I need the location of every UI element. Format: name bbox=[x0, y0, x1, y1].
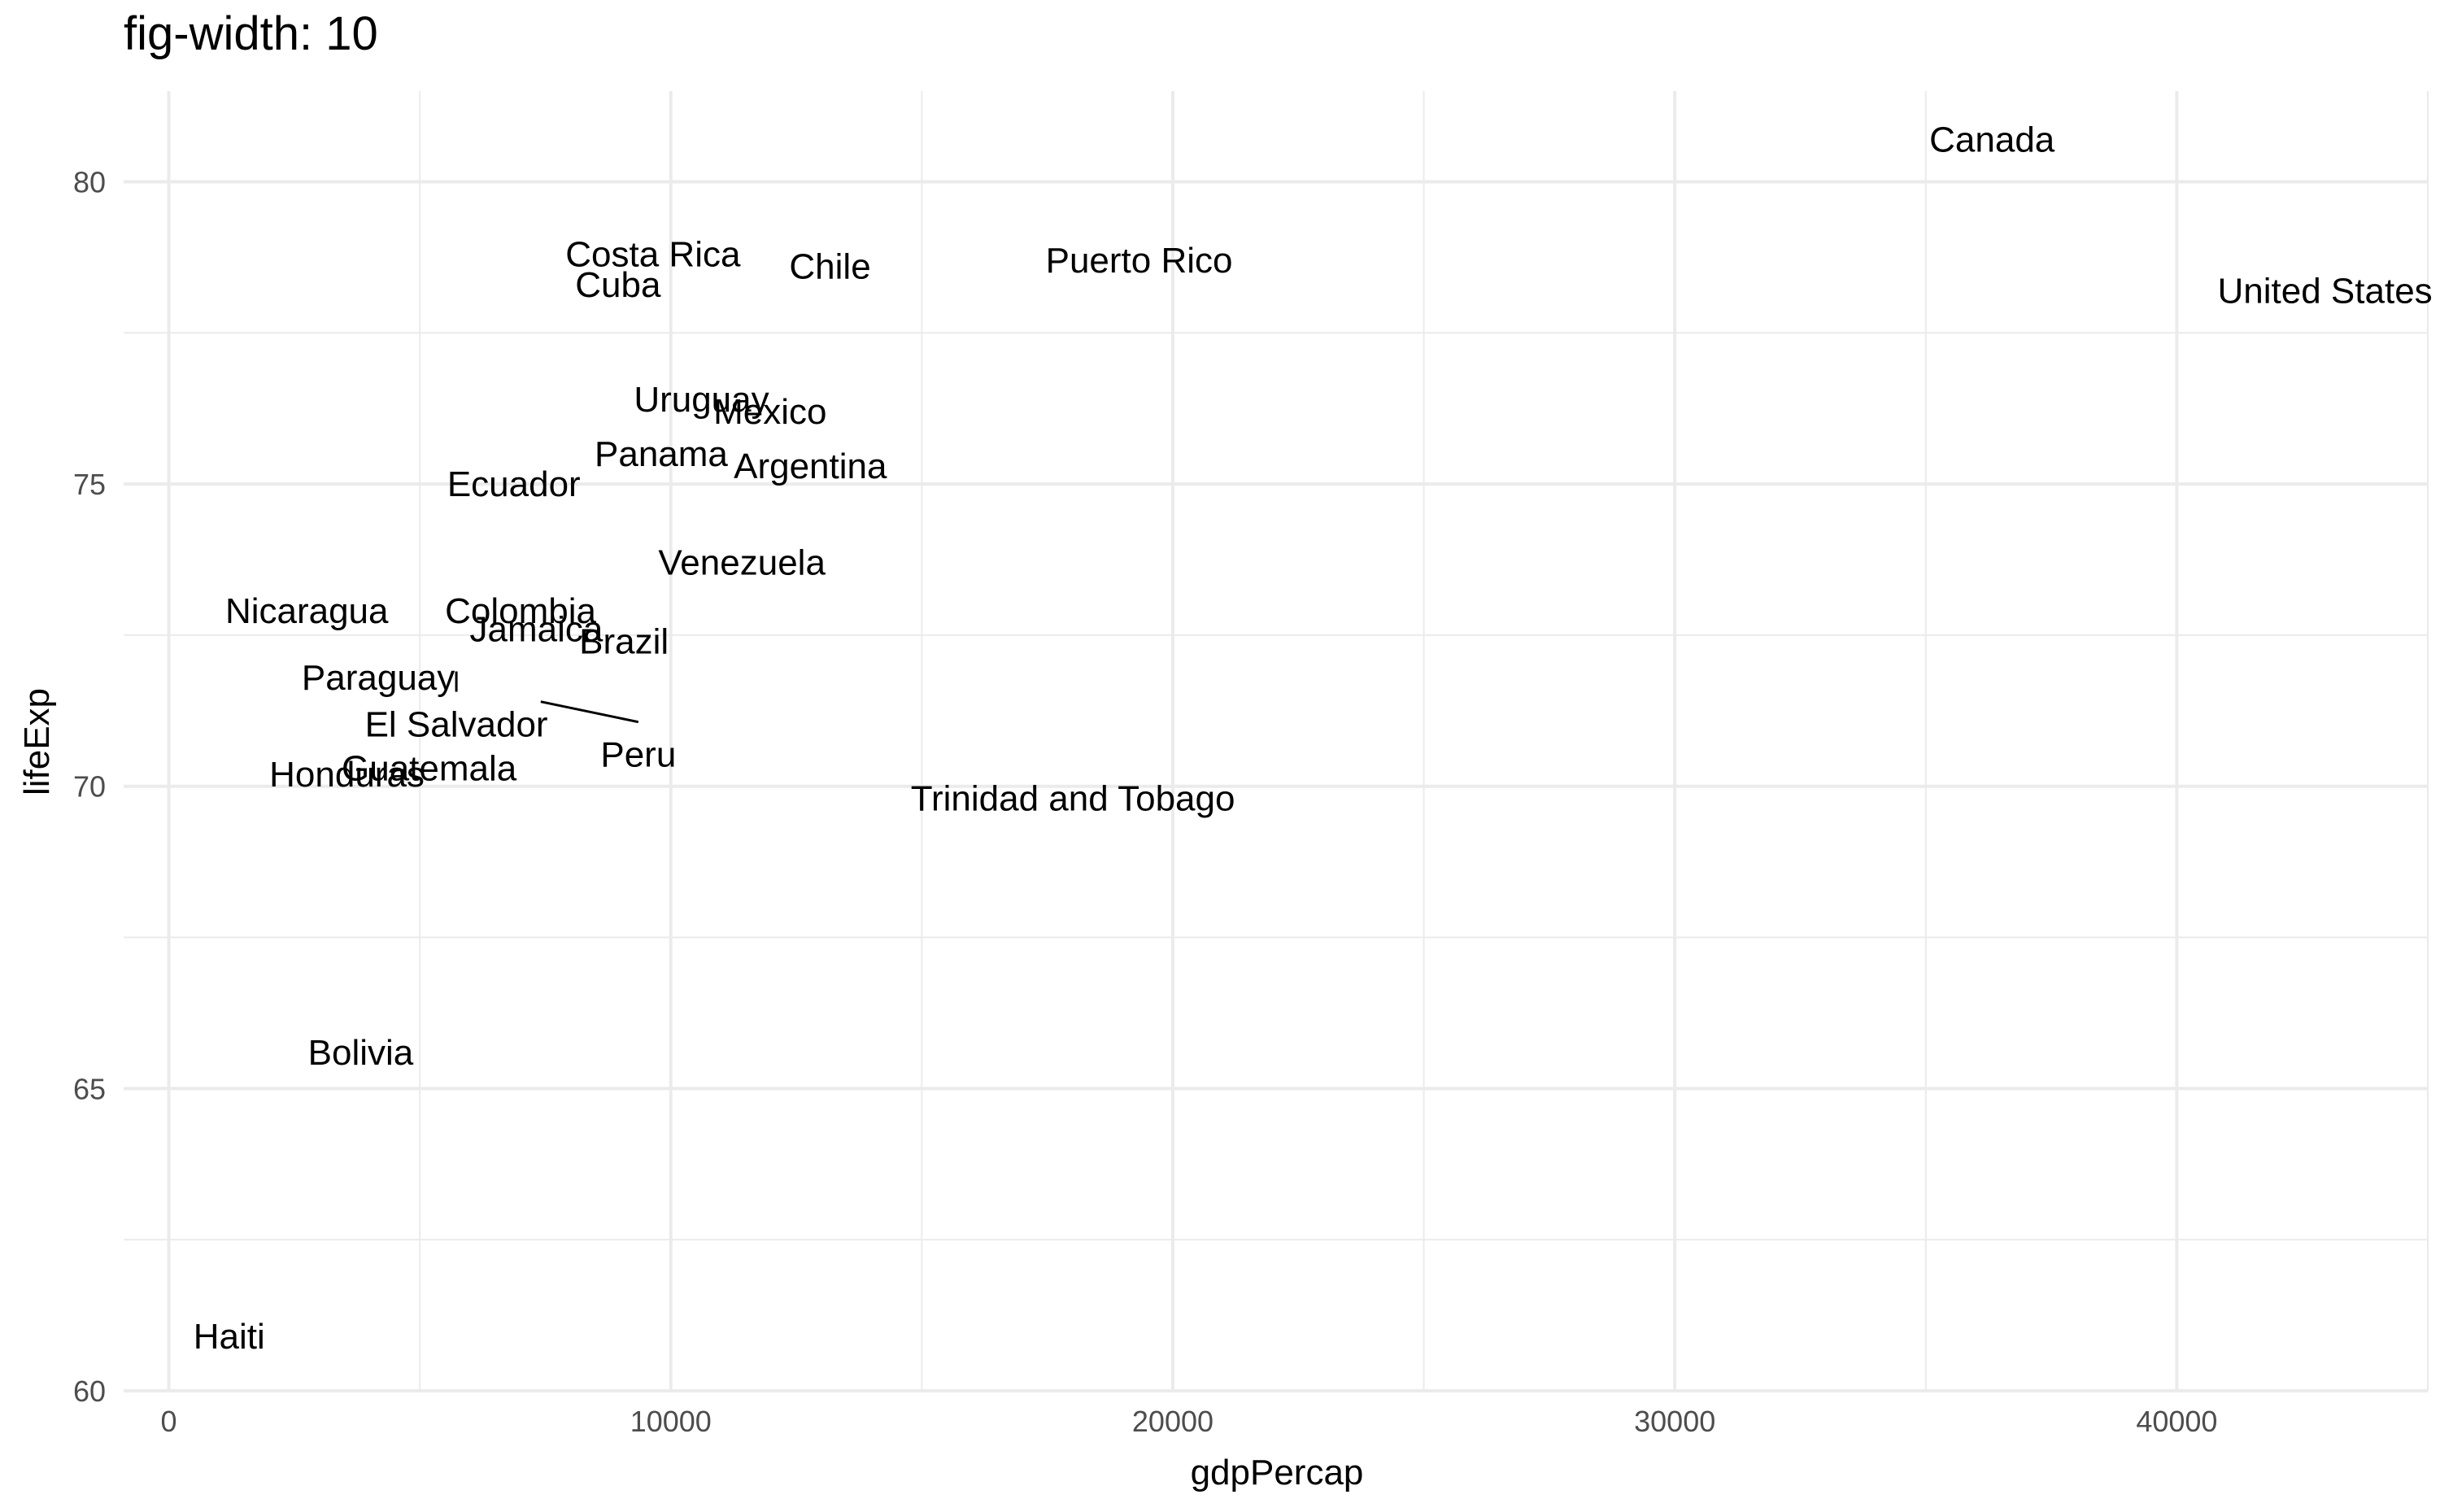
y-axis-title: lifeExp bbox=[17, 688, 57, 795]
point-label: Cuba bbox=[575, 265, 661, 305]
point-label: Guatemala bbox=[342, 748, 517, 788]
axis-ticks: 0 10000 20000 30000 40000 60 65 70 75 80 bbox=[73, 165, 2217, 1438]
x-tick-label: 40000 bbox=[2136, 1405, 2217, 1438]
point-label: Panama bbox=[595, 434, 728, 474]
point-label: Venezuela bbox=[658, 543, 826, 583]
point-label: Mexico bbox=[713, 392, 826, 432]
y-tick-label: 65 bbox=[73, 1072, 106, 1105]
grid bbox=[124, 91, 2429, 1392]
point-label: Chile bbox=[789, 247, 870, 287]
point-label: Haiti bbox=[194, 1317, 265, 1357]
label-segment bbox=[540, 700, 639, 724]
point-label: Nicaragua bbox=[225, 591, 389, 631]
point-label: Bolivia bbox=[308, 1033, 414, 1073]
point-label: United States bbox=[2218, 271, 2433, 311]
x-tick-label: 30000 bbox=[1634, 1405, 1715, 1438]
y-tick-label: 80 bbox=[73, 165, 106, 198]
y-tick-label: 70 bbox=[73, 770, 106, 804]
x-tick-label: 10000 bbox=[630, 1405, 712, 1438]
x-tick-label: 20000 bbox=[1132, 1405, 1213, 1438]
y-tick-label: 60 bbox=[73, 1375, 106, 1408]
point-label: Argentina bbox=[734, 447, 887, 486]
point-label: Trinidad and Tobago bbox=[911, 779, 1235, 819]
point-labels: Argentina Bolivia Brazil Canada Chile Colombi… bbox=[194, 120, 2433, 1357]
y-tick-label: 75 bbox=[73, 468, 106, 501]
point-label: Puerto Rico bbox=[1046, 241, 1233, 281]
chart-title: fig-width: 10 bbox=[124, 7, 378, 60]
x-tick-label: 0 bbox=[161, 1405, 177, 1438]
point-label: Ecuador bbox=[447, 464, 581, 504]
x-axis-title: gdpPercap bbox=[1191, 1453, 1364, 1492]
point-label: Colombia bbox=[445, 591, 596, 631]
point-label: El Salvador bbox=[365, 705, 548, 745]
point-label: Costa Rica bbox=[565, 235, 741, 275]
label-leader-lines bbox=[455, 671, 639, 724]
point-label: Honduras bbox=[269, 755, 425, 795]
point-label: Canada bbox=[1929, 120, 2055, 159]
point-label: Uruguay bbox=[634, 380, 769, 420]
point-label: Jamaica bbox=[469, 609, 603, 649]
point-label: Peru bbox=[600, 735, 676, 775]
point-label: Paraguay bbox=[302, 658, 455, 698]
point-label: Brazil bbox=[579, 621, 669, 661]
